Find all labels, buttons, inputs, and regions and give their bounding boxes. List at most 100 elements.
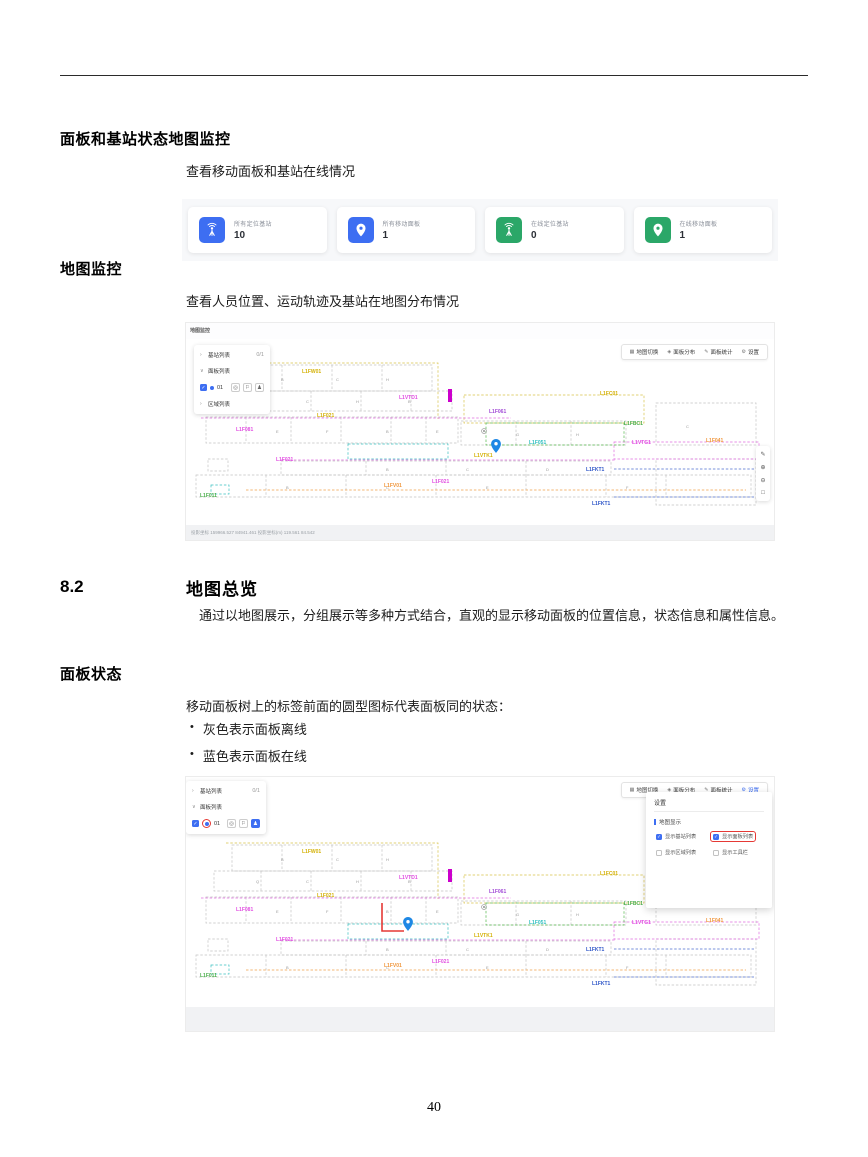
section-heading-2: 地图监控 (60, 261, 123, 278)
floor-zone-label: L1F051 (529, 920, 547, 926)
flag-icon[interactable]: ⚐ (239, 819, 248, 828)
tree-item-stations[interactable]: › 基站列表 0/1 (186, 783, 266, 799)
settings-option[interactable]: 显示工具栏 (711, 848, 750, 857)
tree-item-areas[interactable]: › 区域列表 (194, 396, 270, 412)
station-count: 0/1 (252, 788, 260, 794)
map-toolbar: ▦ 地图切换 ◈ 面板分布 ✎ 面板统计 ⚙ 设置 (620, 344, 768, 360)
statusbar-coordinates: 投影坐标 159966.527 84941.461 投影坐标(m) 119.56… (186, 525, 774, 540)
screenshot-footer (186, 1007, 774, 1031)
section-heading-1: 面板和基站状态地图监控 (60, 131, 231, 148)
toolbar-settings[interactable]: ⚙ 设置 (741, 349, 760, 356)
toolbar-panel-statistics[interactable]: ✎ 面板统计 (704, 349, 733, 356)
online-status-dot (204, 821, 209, 826)
svg-text:H: H (356, 399, 359, 404)
checkbox-unchecked-icon[interactable] (713, 849, 719, 856)
tree-label: 基站列表 (208, 353, 231, 359)
checkbox-checked-icon[interactable]: ✓ (713, 833, 719, 840)
tree-item-stations[interactable]: › 基站列表 0/1 (194, 347, 270, 363)
fit-view-icon[interactable]: □ (761, 490, 765, 496)
tree-item-panels[interactable]: ∨ 面板列表 (186, 799, 266, 815)
svg-text:C: C (466, 947, 469, 952)
paragraph-2: 查看人员位置、运动轨迹及基站在地图分布情况 (186, 294, 460, 309)
settings-dropdown-panel: 设置 地图显示 ✓ 显示基站列表 ✓ 显示面板列表 显示区域列表 显示工具栏 (646, 792, 772, 908)
stat-card-online-panels: 在线移动面板 1 (633, 207, 772, 253)
distribution-icon: ◈ (667, 787, 672, 793)
checkbox-checked-icon[interactable]: ✓ (656, 833, 662, 840)
toolbar-panel-statistics[interactable]: ✎ 面板统计 (704, 787, 733, 794)
svg-text:E: E (436, 909, 439, 914)
trajectory-annotation (381, 903, 404, 932)
toolbar-settings[interactable]: ⚙ 设置 (741, 787, 760, 794)
person-track-icon[interactable]: ♟ (255, 383, 264, 392)
location-pin-icon (644, 217, 671, 243)
section-heading-3: 地图总览 (186, 580, 258, 599)
toolbar-panel-distribution[interactable]: ◈ 面板分布 (667, 349, 696, 356)
online-status-dot (210, 385, 214, 390)
list-item: • 灰色表示面板离线 (190, 721, 307, 737)
floor-zone-label: L1FW01 (302, 849, 322, 855)
map-marker-layer (381, 903, 487, 932)
layer-tree-panel: › 基站列表 0/1 ∨ 面板列表 ✓ 01 ◎ ⚐ ♟ › (194, 345, 270, 414)
status-bullet-list: • 灰色表示面板离线 • 蓝色表示面板在线 (190, 719, 307, 773)
toolbar-map-switch[interactable]: ▦ 地图切换 (629, 787, 659, 794)
checkbox-checked-icon[interactable]: ✓ (200, 384, 207, 391)
flag-icon[interactable]: ⚐ (243, 383, 252, 392)
floor-zone-label: L1FC01 (600, 871, 619, 877)
person-track-icon[interactable]: ♟ (251, 819, 260, 828)
floor-zone-label: L1VTK1 (474, 453, 493, 459)
svg-text:C: C (686, 424, 689, 429)
locate-icon[interactable]: ◎ (227, 819, 236, 828)
toolbar-panel-distribution[interactable]: ◈ 面板分布 (667, 787, 696, 794)
floor-zone-label: L1F051 (529, 440, 547, 446)
toolbar-map-switch[interactable]: ▦ 地图切换 (629, 349, 659, 356)
settings-option-label: 显示面板列表 (722, 834, 754, 840)
page-number: 40 (427, 1100, 441, 1115)
settings-option[interactable]: ✓ 显示面板列表 (709, 831, 757, 842)
locate-icon[interactable]: ◎ (231, 383, 240, 392)
tree-item-panels[interactable]: ∨ 面板列表 (194, 363, 270, 379)
svg-text:B: B (408, 399, 411, 404)
floor-zone-label: L1F021 (276, 937, 294, 943)
draw-icon[interactable]: ✎ (760, 452, 766, 458)
checkbox-unchecked-icon[interactable] (656, 849, 662, 856)
stat-card-all-stations: 所有定位基站 10 (188, 207, 327, 253)
location-pin-icon (347, 217, 374, 243)
floor-zone-label: L1FV01 (384, 483, 402, 489)
window-title: 地图监控 (190, 328, 211, 334)
paragraph-1: 查看移动面板和基站在线情况 (186, 164, 356, 179)
svg-text:F: F (326, 909, 329, 914)
floor-zone-label: L1VTG1 (632, 440, 651, 446)
svg-text:B: B (281, 857, 284, 862)
header-rule (60, 75, 808, 76)
floor-zone-label: L1F061 (489, 889, 507, 895)
paragraph-3: 通过以地图展示，分组展示等多种方式结合，直观的显示移动面板的位置信息，状态信息和… (199, 608, 785, 623)
zoom-out-icon[interactable]: ⊖ (760, 478, 766, 484)
settings-option[interactable]: 显示区域列表 (654, 848, 698, 857)
zoom-in-icon[interactable]: ⊕ (760, 465, 766, 471)
tree-item-panel-01[interactable]: ✓ 01 ◎ ⚐ ♟ (194, 379, 270, 396)
floor-zone-label: L1FKT1 (592, 981, 611, 987)
distribution-icon: ◈ (667, 349, 672, 355)
stat-label: 所有定位基站 (234, 222, 272, 228)
svg-text:C: C (306, 399, 309, 404)
tree-item-panel-01[interactable]: ✓ 01 ◎ ⚐ ♟ (186, 815, 266, 832)
layer-tree-panel: › 基站列表 0/1 ∨ 面板列表 ✓ 01 ◎ ⚐ ♟ (186, 781, 266, 834)
stat-value: 1 (382, 230, 389, 241)
paragraph-4: 移动面板树上的标签前面的圆型图标代表面板同的状态： (186, 699, 512, 714)
floor-zone-label: L1F021 (317, 893, 335, 899)
checkbox-checked-icon[interactable]: ✓ (192, 820, 199, 827)
chevron-down-icon: ∨ (200, 368, 204, 374)
svg-text:H: H (386, 857, 389, 862)
panel-pin-icon (403, 917, 413, 931)
floor-zone-label: L1FKT1 (586, 947, 605, 953)
floor-zone-label: L1FW01 (302, 369, 322, 375)
settings-option[interactable]: ✓ 显示基站列表 (654, 832, 698, 841)
svg-text:B: B (386, 909, 389, 914)
floor-zone-label: L1F011 (200, 973, 217, 979)
bullet-icon: • (190, 721, 194, 733)
